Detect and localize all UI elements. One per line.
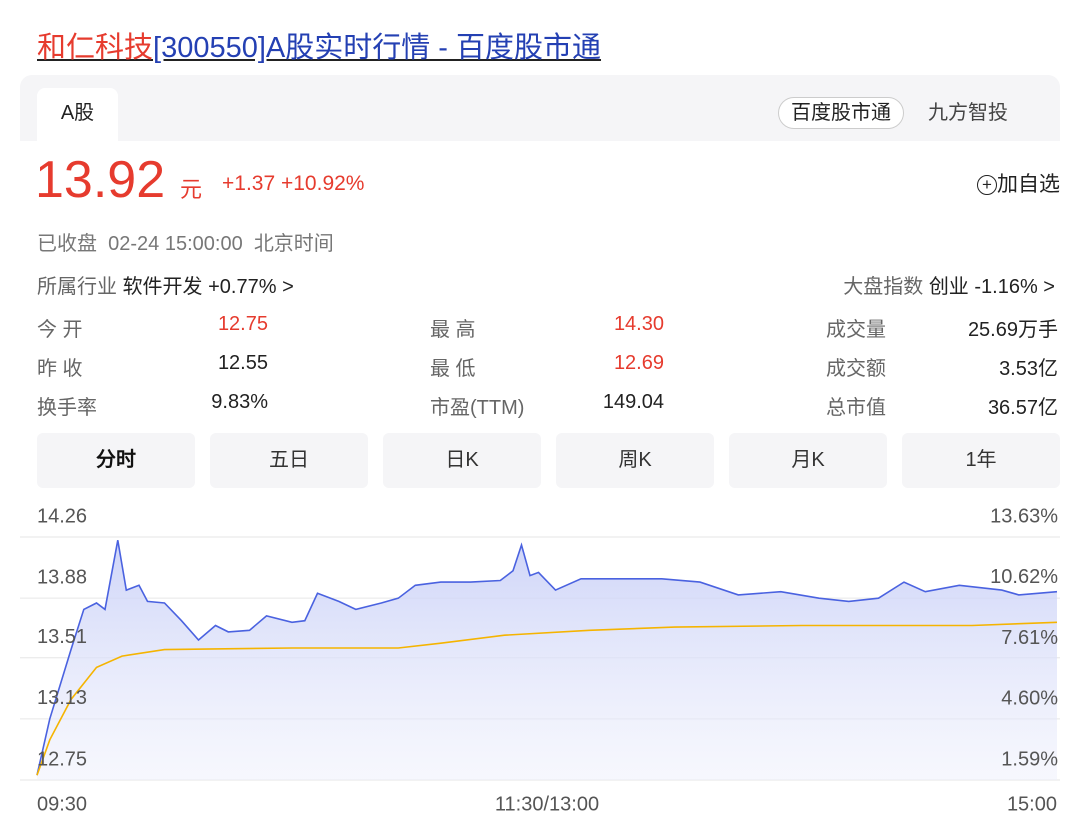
x-tick-label: 11:30/13:00 <box>495 793 599 815</box>
stat-value: 12.69 <box>613 352 664 374</box>
stat-label: 最 低 <box>430 358 476 380</box>
y2-tick-label: 13.63% <box>990 505 1058 527</box>
price: 13.92 <box>35 151 166 209</box>
page-title[interactable]: 和仁科技[300550]A股实时行情 - 百度股市通 <box>37 24 601 66</box>
period-tab[interactable]: 日K <box>383 433 541 488</box>
stat-value: 9.83% <box>211 391 268 413</box>
status: 已收盘 <box>37 233 97 255</box>
timezone: 北京时间 <box>253 233 334 255</box>
stat-value: 149.04 <box>602 391 664 413</box>
price-unit: 元 <box>180 177 203 202</box>
period-tab[interactable]: 1年 <box>902 433 1060 488</box>
period-tab[interactable]: 分时 <box>37 433 195 488</box>
index-change: -1.16% <box>974 276 1038 298</box>
stat-value: 25.69万手 <box>967 319 1058 341</box>
change: +1.37 <box>222 172 276 195</box>
price-area <box>37 540 1057 780</box>
y2-tick-label: 7.61% <box>1001 627 1058 649</box>
title-rest[interactable]: [300550]A股实时行情 - 百度股市通 <box>153 32 602 64</box>
stat-label: 今 开 <box>37 319 83 341</box>
stat-label: 昨 收 <box>37 358 83 380</box>
y-tick-label: 12.75 <box>37 748 87 770</box>
index-label: 大盘指数 <box>843 276 924 298</box>
y2-tick-label: 10.62% <box>990 566 1058 588</box>
y2-tick-label: 1.59% <box>1001 748 1058 770</box>
change-pct: +10.92% <box>280 172 365 195</box>
price-change: +1.37 +10.92% <box>222 172 364 196</box>
trade-status: 已收盘 02-24 15:00:00 北京时间 <box>37 227 334 256</box>
industry[interactable]: 所属行业 软件开发 +0.77% > <box>37 276 294 298</box>
add-watch[interactable]: + 加自选 <box>977 168 1060 198</box>
stat-label: 最 高 <box>430 319 476 341</box>
stat-value: 36.57亿 <box>987 397 1058 419</box>
source-tab[interactable]: 百度股市通 <box>778 97 904 129</box>
y-tick-label: 13.51 <box>37 626 87 648</box>
y-tick-label: 14.26 <box>37 505 87 527</box>
stat-value: 3.53亿 <box>999 358 1058 380</box>
series-line <box>36 621 1058 776</box>
x-tick-label: 15:00 <box>1007 793 1057 815</box>
title-stock[interactable]: 和仁科技 <box>37 32 154 64</box>
stat-label: 市盈(TTM) <box>430 397 525 419</box>
stat-value: 12.55 <box>217 352 268 374</box>
stat-label: 总市值 <box>826 397 886 419</box>
x-tick-label: 09:30 <box>37 793 87 815</box>
add-watch-label[interactable]: 加自选 <box>997 173 1060 196</box>
y2-tick-label: 4.60% <box>1001 688 1058 710</box>
time: 02-24 15:00:00 <box>108 233 243 255</box>
series-line <box>36 540 1058 776</box>
index[interactable]: 大盘指数 创业 -1.16% > <box>843 276 1055 298</box>
industry-label: 所属行业 <box>37 276 117 298</box>
stat-label: 换手率 <box>37 397 97 419</box>
period-tab[interactable]: 月K <box>729 433 887 488</box>
index-name[interactable]: 创业 <box>928 276 969 298</box>
period-tab[interactable]: 周K <box>556 433 714 488</box>
tab-bar <box>20 75 1060 141</box>
industry-name[interactable]: 软件开发 <box>122 276 203 298</box>
chart: 14.26 13.88 13.51 13.13 12.75 13.63% 10.62% 7.6… <box>20 505 1060 815</box>
stat-label: 成交量 <box>826 319 886 341</box>
market-tab[interactable]: A股 <box>37 88 118 141</box>
stat-value: 14.30 <box>613 313 664 335</box>
source-tab[interactable]: 九方智投 <box>928 102 1008 124</box>
y-tick-label: 13.88 <box>37 566 87 588</box>
industry-change: +0.77% <box>208 276 277 298</box>
stat-value: 12.75 <box>217 313 268 335</box>
period-tab[interactable]: 五日 <box>210 433 368 488</box>
stat-label: 成交额 <box>826 358 886 380</box>
y-tick-label: 13.13 <box>37 687 87 709</box>
